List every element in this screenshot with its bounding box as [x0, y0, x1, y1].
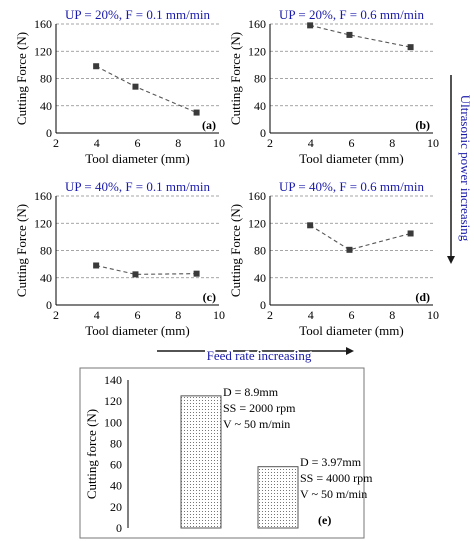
x-axis-label: Tool diameter (mm) — [85, 323, 190, 338]
bar-label: D = 8.9mm — [223, 385, 279, 399]
y-tick-label: 80 — [254, 244, 266, 258]
data-point — [93, 262, 100, 269]
y-tick-label: 0 — [46, 126, 52, 140]
y-tick-label: 120 — [248, 44, 266, 58]
chart-panel-c: 0 40 80 120 160 2 4 6 8 10 UP = 40%, F = 0.1 mm/mi… — [14, 179, 225, 338]
series-line — [310, 24, 411, 48]
panel-e-frame — [79, 367, 365, 539]
y-tick-label: 40 — [110, 479, 122, 493]
y-tick-label: 160 — [34, 17, 52, 31]
y-tick-label: 80 — [110, 436, 122, 450]
side-annotation: Ultrasonic power increasing — [458, 95, 473, 242]
data-point — [93, 63, 100, 70]
bar-label: SS = 2000 rpm — [223, 401, 296, 415]
series-line — [96, 264, 197, 275]
data-point — [193, 109, 200, 116]
y-axis-label: Cutting force (N) — [84, 409, 99, 499]
y-tick-label: 160 — [248, 17, 266, 31]
y-tick-label: 140 — [104, 373, 122, 387]
x-tick-label: 2 — [53, 136, 59, 150]
y-tick-label: 120 — [248, 216, 266, 230]
panel-label: (d) — [415, 290, 430, 304]
y-tick-label: 160 — [34, 189, 52, 203]
x-tick-label: 8 — [175, 136, 181, 150]
y-axis-label: Cutting Force (N) — [14, 204, 29, 297]
y-tick-label: 60 — [110, 458, 122, 472]
data-point — [307, 22, 314, 29]
data-point — [407, 44, 414, 51]
x-axis-label: Tool diameter (mm) — [299, 151, 404, 166]
y-tick-label: 0 — [116, 521, 122, 535]
bar-label: D = 3.97mm — [300, 455, 362, 469]
y-tick-label: 100 — [104, 415, 122, 429]
data-point — [193, 270, 200, 277]
x-axis-label: Tool diameter (mm) — [299, 323, 404, 338]
y-tick-label: 120 — [104, 394, 122, 408]
y-tick-label: 80 — [40, 244, 52, 258]
panel-title: UP = 40%, F = 0.1 mm/min — [65, 179, 210, 194]
y-axis-label: Cutting Force (N) — [14, 32, 29, 125]
bar-label: SS = 4000 rpm — [300, 471, 373, 485]
y-tick-label: 0 — [260, 298, 266, 312]
bar-label: V ~ 50 m/min — [300, 487, 367, 501]
bottom-annotation: Feed rate increasing — [207, 348, 312, 363]
data-point — [407, 230, 414, 237]
y-tick-label: 80 — [40, 72, 52, 86]
data-point — [132, 83, 139, 90]
x-tick-label: 4 — [308, 308, 314, 322]
y-tick-label: 160 — [248, 189, 266, 203]
y-tick-label: 120 — [34, 44, 52, 58]
bar — [257, 466, 299, 529]
y-tick-label: 120 — [34, 216, 52, 230]
x-tick-label: 2 — [267, 136, 273, 150]
panel-label: (c) — [203, 290, 216, 304]
x-tick-label: 10 — [213, 308, 225, 322]
y-tick-label: 20 — [110, 500, 122, 514]
x-axis-label: Tool diameter (mm) — [85, 151, 190, 166]
y-tick-label: 40 — [40, 99, 52, 113]
x-tick-label: 2 — [53, 308, 59, 322]
series-line — [309, 224, 411, 251]
y-tick-label: 0 — [46, 298, 52, 312]
panel-label: (b) — [415, 118, 430, 132]
x-tick-label: 8 — [389, 308, 395, 322]
data-point — [132, 271, 139, 278]
panel-title: UP = 20%, F = 0.6 mm/min — [279, 7, 424, 22]
x-tick-label: 4 — [308, 136, 314, 150]
y-tick-label: 40 — [40, 271, 52, 285]
x-tick-label: 6 — [135, 308, 141, 322]
chart-panel-e: 0 20 40 60 80 100 120 140 D = 8.9mm SS = 2000 rpm… — [84, 373, 373, 535]
x-tick-label: 6 — [349, 136, 355, 150]
panel-label: (a) — [202, 118, 216, 132]
panel-title: UP = 20%, F = 0.1 mm/min — [65, 7, 210, 22]
bar-label: V ~ 50 m/min — [223, 417, 290, 431]
y-tick-label: 40 — [254, 99, 266, 113]
panel-label: (e) — [318, 513, 331, 527]
x-tick-label: 10 — [427, 308, 439, 322]
y-tick-label: 0 — [260, 126, 266, 140]
y-axis-label: Cutting Force (N) — [228, 32, 243, 125]
x-tick-label: 8 — [389, 136, 395, 150]
x-tick-label: 4 — [94, 136, 100, 150]
data-point — [346, 246, 353, 253]
chart-panel-b: 0 40 80 120 160 2 4 6 8 10 UP = 20%, F = 0.6 mm/mi… — [228, 7, 439, 166]
x-tick-label: 8 — [175, 308, 181, 322]
y-axis-label: Cutting Force (N) — [228, 204, 243, 297]
data-point — [307, 222, 314, 229]
y-tick-label: 40 — [254, 271, 266, 285]
chart-panel-d: 0 40 80 120 160 2 4 6 8 10 UP = 40%, F = 0.6 mm/mi… — [228, 179, 439, 338]
bar — [180, 395, 222, 529]
x-tick-label: 10 — [427, 136, 439, 150]
y-tick-label: 80 — [254, 72, 266, 86]
chart-panel-a: 0 40 80 120 160 2 4 6 8 10 UP = 20%, F = 0.1 mm/mi… — [14, 7, 225, 166]
x-tick-label: 6 — [349, 308, 355, 322]
x-tick-label: 10 — [213, 136, 225, 150]
x-tick-label: 2 — [267, 308, 273, 322]
x-tick-label: 4 — [94, 308, 100, 322]
x-tick-label: 6 — [135, 136, 141, 150]
data-point — [346, 31, 353, 38]
panel-title: UP = 40%, F = 0.6 mm/min — [279, 179, 424, 194]
